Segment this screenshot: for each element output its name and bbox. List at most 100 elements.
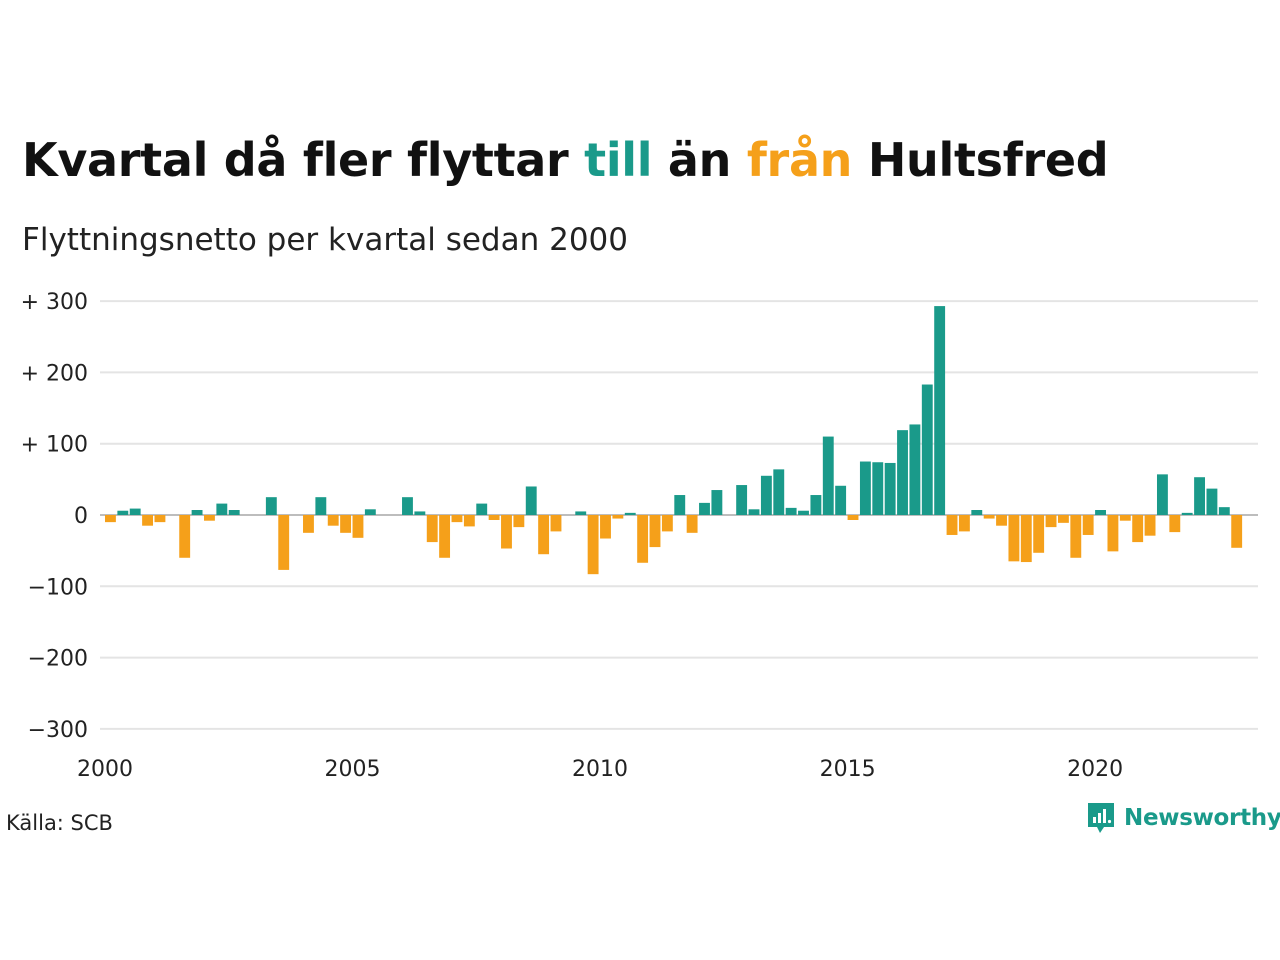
bar (439, 515, 451, 558)
bar (278, 515, 290, 570)
bar (946, 515, 958, 535)
y-tick-label: + 200 (21, 361, 88, 386)
chart-title: Kvartal då fler flyttar till än från Hul… (22, 132, 1109, 188)
bar (117, 510, 129, 515)
bar (884, 462, 896, 515)
y-tick-label: −300 (28, 718, 88, 743)
bar (859, 461, 871, 515)
chart-subtitle: Flyttningsnetto per kvartal sedan 2000 (22, 222, 628, 258)
bar (996, 515, 1007, 526)
title-part-3: än (652, 133, 747, 187)
bar (228, 510, 240, 515)
bar (204, 515, 215, 521)
x-tick-label: 2005 (325, 757, 381, 782)
bar (847, 515, 859, 520)
bar (105, 515, 116, 523)
bar (1218, 507, 1230, 515)
bar (191, 510, 203, 515)
bar (785, 507, 797, 515)
y-tick-label: + 300 (21, 290, 88, 315)
brand-name: Newsworthy (1124, 805, 1280, 831)
bar (661, 515, 673, 532)
bar (1119, 515, 1131, 521)
bar (488, 515, 500, 520)
bar (649, 515, 661, 548)
bar (1070, 515, 1082, 558)
bar (612, 515, 624, 519)
bar (513, 515, 525, 528)
bar (711, 490, 723, 515)
bar (216, 503, 228, 515)
title-part-5: Hultsfred (852, 133, 1109, 187)
bar-chart: + 300 + 200 + 100 0 −100 −200 −300 2000 2005 201… (21, 290, 1258, 782)
bar (142, 515, 154, 526)
source-note: Källa: SCB (6, 811, 113, 835)
bar (624, 512, 636, 515)
bar (1206, 488, 1218, 515)
bar (538, 515, 550, 555)
y-tick-label: −100 (28, 575, 88, 600)
bar (798, 510, 809, 515)
bar (327, 515, 339, 526)
bar (129, 508, 141, 515)
bar (1008, 515, 1020, 562)
newsworthy-logo[interactable]: Newsworthy (1086, 800, 1280, 836)
bar (476, 503, 488, 515)
bar (1194, 477, 1205, 515)
bar (822, 436, 834, 515)
bar (1057, 515, 1069, 523)
y-tick-label: −200 (28, 647, 88, 672)
bar (773, 469, 785, 515)
bar (760, 475, 772, 515)
bar (686, 515, 698, 533)
bar (364, 509, 376, 515)
bar (451, 515, 463, 523)
bar (810, 495, 822, 515)
bar (1132, 515, 1144, 543)
bar (352, 515, 364, 538)
bar (265, 497, 277, 515)
bar (1144, 515, 1156, 536)
bar (1107, 515, 1119, 552)
x-tick-label: 2000 (77, 757, 133, 782)
bar (637, 515, 649, 563)
newsworthy-logo-icon (1088, 803, 1114, 833)
bar (315, 497, 327, 515)
title-word-fran: från (746, 133, 853, 187)
title-part-1: Kvartal då fler flyttar (22, 133, 585, 187)
y-tick-labels: + 300 + 200 + 100 0 −100 −200 −300 (21, 290, 88, 743)
bar (921, 384, 933, 515)
bar (909, 424, 921, 515)
bar (575, 511, 587, 515)
bar (1156, 474, 1168, 515)
bar (154, 515, 166, 523)
bar (600, 515, 611, 539)
bar (550, 515, 562, 532)
bar (958, 515, 970, 532)
bar (1169, 515, 1181, 533)
bar (340, 515, 352, 533)
bar (748, 509, 760, 515)
bar (971, 510, 983, 515)
bar (934, 306, 946, 515)
bar (426, 515, 438, 543)
bar (179, 515, 191, 558)
bar (463, 515, 475, 527)
title-word-till: till (584, 133, 653, 187)
bar (835, 485, 847, 515)
bar (1181, 512, 1193, 515)
x-tick-labels: 2000 2005 2010 2015 2020 (77, 757, 1123, 782)
bar (402, 497, 413, 515)
bar (525, 486, 537, 515)
bar (736, 485, 748, 515)
bar (587, 515, 599, 575)
x-tick-label: 2010 (572, 757, 628, 782)
bar (897, 430, 908, 515)
bar (1082, 515, 1094, 535)
x-tick-label: 2020 (1067, 757, 1123, 782)
bar (1231, 515, 1243, 548)
bar (1020, 515, 1032, 563)
x-tick-label: 2015 (820, 757, 876, 782)
bar (303, 515, 314, 533)
bar (1033, 515, 1045, 553)
